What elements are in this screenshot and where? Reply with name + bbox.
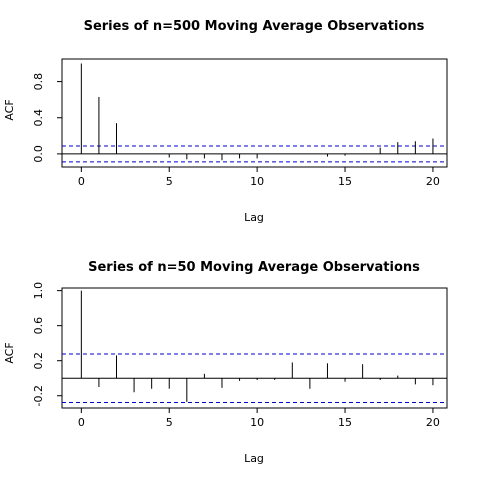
chart-title: Series of n=500 Moving Average Observati… (84, 19, 425, 34)
x-tick-label: 10 (250, 416, 264, 429)
x-tick-label: 15 (338, 416, 352, 429)
chart-title: Series of n=50 Moving Average Observatio… (88, 260, 420, 275)
x-tick-label: 15 (338, 175, 352, 188)
y-axis-label: ACF (3, 99, 16, 120)
y-tick-label: 1.0 (32, 282, 45, 300)
y-tick-label: 0.6 (32, 317, 45, 335)
x-axis-label: Lag (244, 211, 264, 224)
plot-frame (61, 58, 448, 168)
y-tick-label: 0.4 (32, 109, 45, 127)
y-tick-label: 0.8 (32, 73, 45, 91)
x-tick-label: 5 (166, 416, 173, 429)
x-tick-label: 20 (426, 175, 440, 188)
acf-panel-n500: Series of n=500 Moving Average Observati… (3, 19, 448, 224)
plot-frame (61, 287, 448, 409)
y-tick-label: 0.0 (32, 145, 45, 163)
x-tick-label: 0 (78, 175, 85, 188)
y-axis-label: ACF (3, 342, 16, 363)
x-tick-label: 0 (78, 416, 85, 429)
y-tick-label: 0.2 (32, 352, 45, 370)
acf-panel-n50: Series of n=50 Moving Average Observatio… (3, 260, 448, 465)
x-tick-label: 5 (166, 175, 173, 188)
y-tick-label: -0.2 (32, 385, 45, 406)
x-axis-label: Lag (244, 452, 264, 465)
x-tick-label: 20 (426, 416, 440, 429)
x-tick-label: 10 (250, 175, 264, 188)
